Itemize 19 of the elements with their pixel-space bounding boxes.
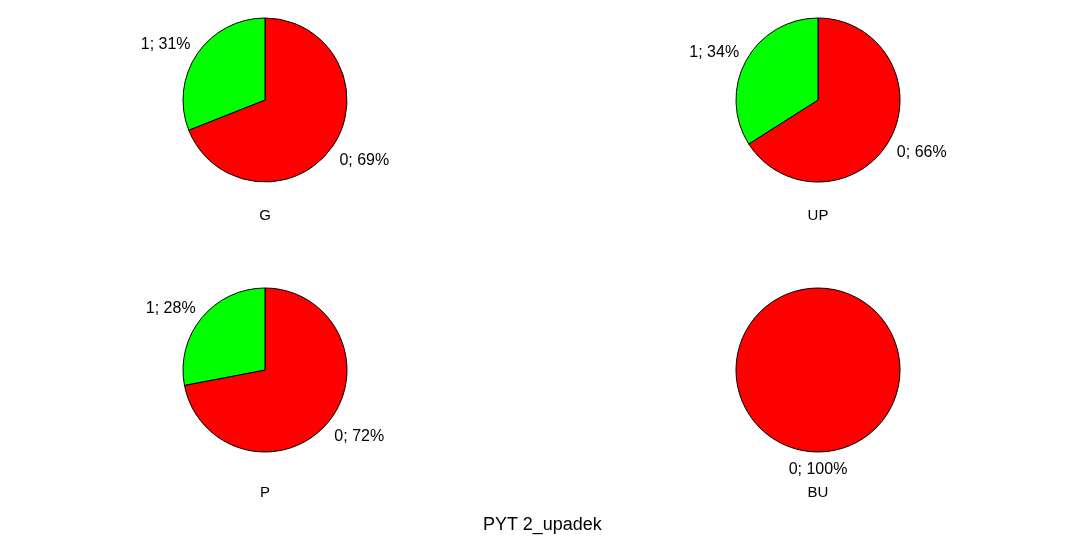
data-label: ; 66% — [905, 143, 947, 161]
slice-label: 1 — [689, 42, 699, 60]
data-label: ; 69% — [348, 150, 390, 168]
text: UP — [807, 206, 829, 223]
data-label: ; 31% — [149, 35, 191, 53]
data-label: ; 28% — [154, 298, 196, 316]
text: BU — [807, 483, 829, 500]
data-label: ; 100% — [797, 460, 848, 477]
text: G — [259, 206, 271, 223]
slice-label: 0 — [334, 427, 344, 445]
text: P — [259, 483, 271, 500]
text: PYT 2_upadek — [483, 514, 603, 535]
slice-label: 0 — [788, 460, 798, 477]
slice-label: 0 — [896, 143, 906, 161]
slice-label: 1 — [145, 298, 155, 316]
data-label: ; 72% — [343, 427, 385, 445]
data-label: ; 34% — [698, 42, 740, 60]
slice-label: 0 — [339, 150, 349, 168]
slice-label: 1 — [140, 35, 150, 53]
